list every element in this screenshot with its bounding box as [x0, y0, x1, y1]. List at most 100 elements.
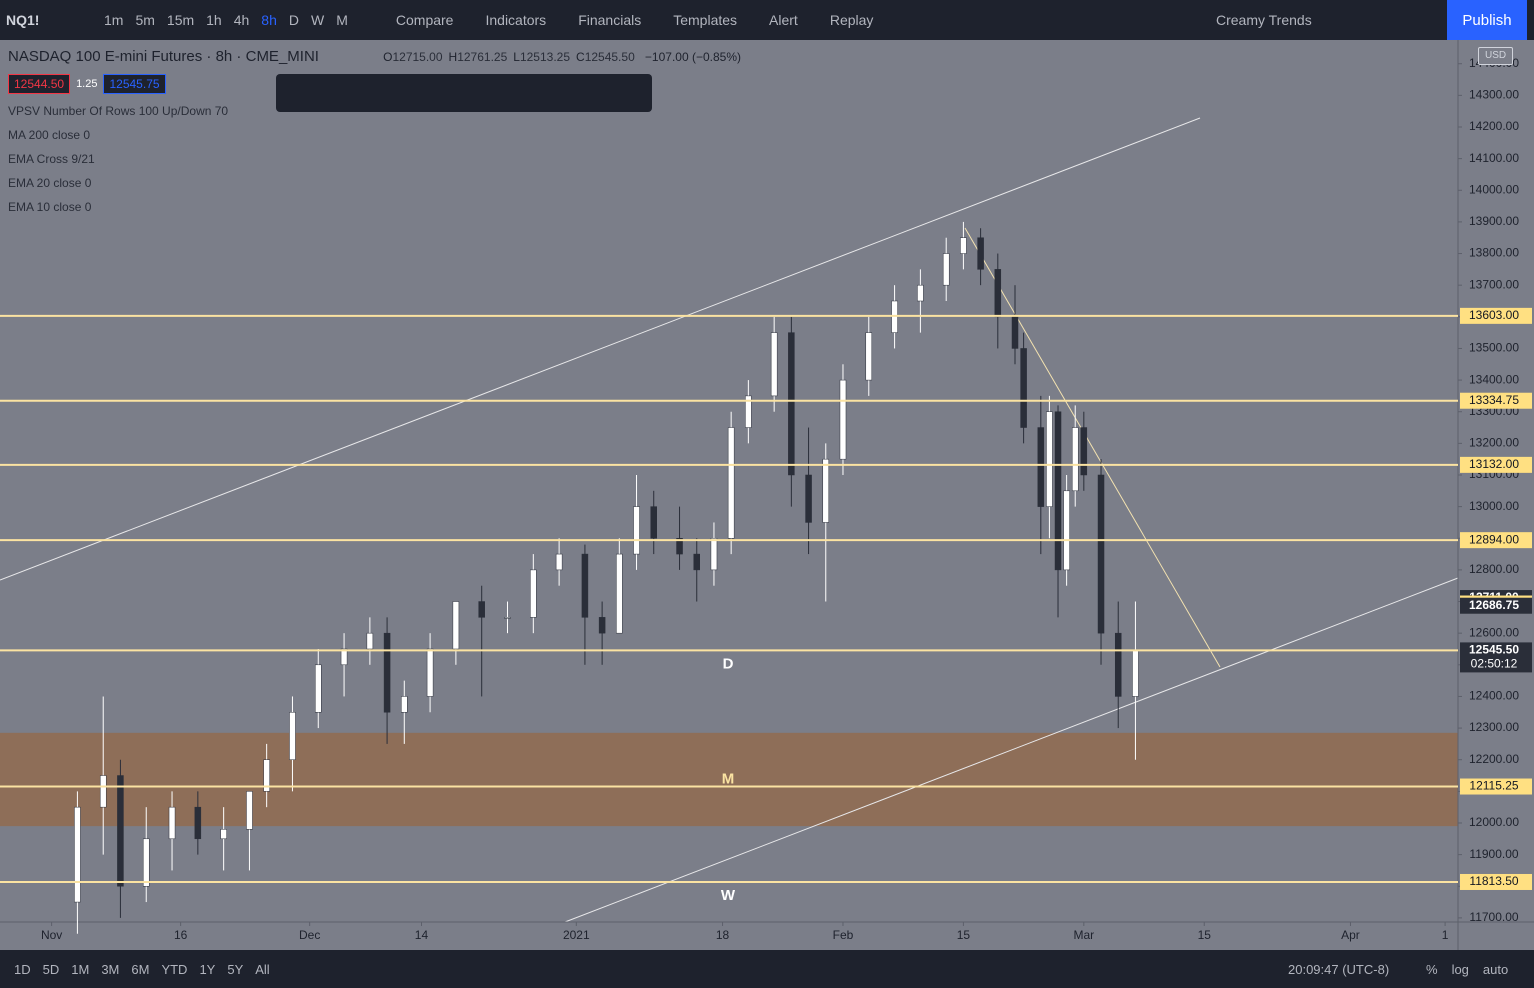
- ohlc-value: 12545.50: [584, 50, 635, 64]
- top-toolbar: NQ1! 1m 5m 15m 1h 4h 8h D W M Compare Indicators F…: [0, 0, 1534, 40]
- level-tag: [1460, 456, 1532, 473]
- level-tag: [1460, 392, 1532, 409]
- candle-body: [246, 791, 253, 830]
- ohlc-key: C: [576, 50, 585, 64]
- candle-body: [99, 775, 107, 808]
- scale-option[interactable]: log: [1451, 961, 1469, 977]
- candle-body: [478, 601, 485, 618]
- indicator: EMA 10 close 0: [8, 200, 92, 214]
- x-tick-label: Feb: [833, 928, 854, 942]
- trend-line: [0, 117, 1201, 581]
- candle-body: [788, 332, 795, 476]
- range-buttons: 1D 5D 1M 3M 6M YTD 1Y 5Y All: [14, 962, 270, 977]
- range-button[interactable]: 5Y: [227, 961, 244, 977]
- interval-button[interactable]: 4h: [233, 12, 250, 28]
- level-label: 12115.25: [1469, 779, 1518, 793]
- ohlc-key: L: [513, 50, 520, 64]
- candle-body: [1097, 474, 1105, 634]
- ohlc-key: H: [448, 50, 458, 64]
- level-tag: [1460, 778, 1532, 795]
- candle-body: [822, 458, 830, 523]
- indicator: VPSV Number Of Rows 100 Up/Down 70: [8, 104, 229, 118]
- level-tag: [1460, 307, 1532, 324]
- scale-option[interactable]: %: [1426, 961, 1438, 977]
- range-button[interactable]: 1Y: [199, 961, 216, 977]
- y-tick-label: 11700.00: [1469, 910, 1518, 924]
- interval-button[interactable]: 1h: [206, 12, 222, 28]
- spread: 1.25: [76, 78, 98, 90]
- candle-body: [366, 632, 374, 650]
- candle-body: [1054, 411, 1062, 571]
- y-tick-label: 12000.00: [1469, 815, 1519, 829]
- interval-button[interactable]: 1m: [104, 12, 124, 28]
- candle-body: [74, 806, 81, 903]
- candle-body: [1037, 427, 1045, 507]
- level-label: 12894.00: [1469, 532, 1519, 546]
- trend-line: [564, 577, 1459, 923]
- range-button[interactable]: YTD: [161, 961, 188, 977]
- range-button[interactable]: 5D: [42, 961, 60, 977]
- annotation: M: [722, 770, 735, 787]
- range-button[interactable]: 1D: [14, 961, 31, 977]
- bid: 12544.50: [8, 74, 71, 94]
- toolbar-button[interactable]: Templates: [673, 12, 738, 28]
- y-tick-label: 12400.00: [1469, 689, 1519, 703]
- interval-button[interactable]: D: [288, 12, 299, 28]
- currency: USD: [1478, 47, 1514, 65]
- candle-body: [289, 712, 296, 760]
- bottom-bar: 1D 5D 1M 3M 6M YTD 1Y 5Y All 20:09:47 (UTC-8) % l…: [0, 950, 1534, 988]
- toolbar-button[interactable]: Replay: [829, 12, 874, 28]
- interval-button[interactable]: 15m: [166, 12, 195, 28]
- symbol[interactable]: NQ1!: [6, 12, 40, 28]
- candle-body: [1011, 316, 1019, 349]
- candle-body: [168, 806, 176, 840]
- scale-options: % log auto: [1426, 962, 1508, 977]
- level-label: 11813.50: [1469, 874, 1518, 888]
- candle-body: [383, 632, 391, 713]
- candle-body: [401, 696, 408, 713]
- x-tick-label: 1: [1442, 928, 1449, 942]
- candle-body: [1114, 632, 1122, 697]
- candle-body: [452, 601, 460, 650]
- x-tick-label: 18: [716, 928, 730, 942]
- x-tick-label: Mar: [1073, 928, 1094, 942]
- scale-option[interactable]: auto: [1482, 961, 1509, 977]
- toolbar-button[interactable]: Alert: [769, 12, 798, 28]
- candle-body: [960, 237, 967, 254]
- toolbar-button[interactable]: Financials: [578, 12, 642, 28]
- x-tick-label: Nov: [41, 928, 62, 942]
- layout-name[interactable]: Creamy Trends: [1216, 12, 1312, 28]
- candle-body: [693, 553, 700, 571]
- zone: [0, 732, 1458, 827]
- y-tick-label: 12200.00: [1469, 752, 1519, 766]
- toolbar-button[interactable]: Indicators: [485, 12, 547, 28]
- candle-body: [633, 506, 640, 555]
- range-button[interactable]: 3M: [101, 961, 120, 977]
- candle-body: [194, 806, 202, 840]
- candle-body: [142, 838, 150, 887]
- range-button[interactable]: All: [255, 961, 270, 977]
- trend-line: [964, 227, 1221, 668]
- annotation: D: [723, 655, 734, 672]
- candle-body: [1080, 427, 1088, 476]
- ask: 12545.75: [103, 74, 166, 94]
- interval-button[interactable]: M: [336, 12, 348, 28]
- toolbar-button[interactable]: Compare: [395, 12, 454, 28]
- intervals: 1m 5m 15m 1h 4h 8h D W M: [98, 12, 354, 28]
- range-button[interactable]: 1M: [71, 961, 90, 977]
- candle-body: [805, 474, 812, 523]
- candle-body: [727, 427, 735, 539]
- candle-body: [315, 664, 322, 713]
- interval-button[interactable]: W: [311, 12, 325, 28]
- ohlc-value: 12715.00: [392, 50, 443, 64]
- price-tag: [1460, 597, 1532, 614]
- change: −107.00 (−0.85%): [644, 50, 741, 64]
- candle-body: [117, 775, 124, 887]
- interval-button[interactable]: 5m: [135, 12, 155, 28]
- candle-body: [530, 569, 537, 618]
- interval-button[interactable]: 8h: [261, 12, 277, 28]
- candle-body: [917, 284, 924, 302]
- range-button[interactable]: 6M: [131, 961, 150, 977]
- publish-button[interactable]: Publish: [1447, 0, 1527, 40]
